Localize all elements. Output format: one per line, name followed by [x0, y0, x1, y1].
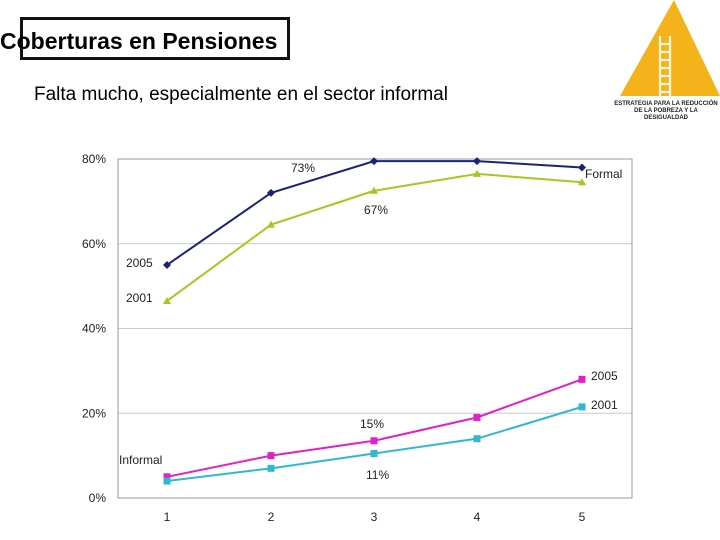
- label-formal-2005: 2005: [126, 256, 153, 270]
- label-informal-2001: 2001: [591, 398, 618, 412]
- data-point-informal-2001: [473, 435, 481, 443]
- page-title: Coberturas en Pensiones: [0, 28, 278, 54]
- logo-caption: ESTRATEGIA PARA LA REDUCCIÓN DE LA POBRE…: [614, 101, 718, 122]
- title-frame: [20, 17, 290, 60]
- x-tick-label: 1: [164, 510, 171, 524]
- data-point-informal-2005: [267, 452, 275, 460]
- data-point-formal-2005: [267, 188, 275, 197]
- label-informal-2005: 2005: [591, 369, 618, 383]
- y-tick-label: 0%: [89, 491, 107, 505]
- label-73-percent: 73%: [291, 161, 315, 175]
- data-point-formal-2005: [163, 260, 171, 269]
- x-tick-label: 5: [579, 510, 586, 524]
- data-point-informal-2001: [267, 464, 275, 472]
- data-point-formal-2005: [370, 157, 378, 166]
- data-point-informal-2001: [578, 403, 586, 411]
- label-informal: Informal: [119, 453, 162, 467]
- data-point-formal-2005: [578, 163, 586, 172]
- label-15-percent: 15%: [360, 417, 384, 431]
- data-point-informal-2001: [163, 477, 171, 485]
- label-formal: Formal: [585, 167, 622, 181]
- data-point-informal-2005: [578, 375, 586, 383]
- logo-caption-line2: DE LA POBREZA Y LA DESIGUALDAD: [634, 108, 698, 121]
- label-67-percent: 67%: [364, 203, 388, 217]
- y-tick-label: 40%: [82, 322, 106, 336]
- ladder-pyramid-icon: [620, 0, 720, 96]
- data-point-formal-2001: [163, 296, 171, 304]
- y-tick-label: 80%: [82, 152, 106, 166]
- data-point-formal-2005: [473, 157, 481, 166]
- data-point-formal-2001: [578, 178, 586, 186]
- y-tick-label: 60%: [82, 237, 106, 251]
- x-tick-label: 3: [371, 510, 378, 524]
- x-tick-label: 2: [268, 510, 275, 524]
- x-tick-label: 4: [474, 510, 481, 524]
- data-point-informal-2005: [473, 413, 481, 421]
- data-point-informal-2001: [370, 450, 378, 458]
- page-subtitle: Falta mucho, especialmente en el sector …: [34, 84, 448, 105]
- data-point-formal-2001: [267, 220, 275, 228]
- data-point-informal-2005: [370, 437, 378, 445]
- label-formal-2001: 2001: [126, 291, 153, 305]
- logo-caption-line1: ESTRATEGIA PARA LA REDUCCIÓN: [614, 101, 718, 107]
- data-point-formal-2001: [473, 169, 481, 177]
- y-tick-label: 20%: [82, 406, 106, 420]
- data-point-informal-2005: [163, 473, 171, 481]
- label-11-percent: 11%: [366, 468, 389, 482]
- data-point-formal-2001: [370, 186, 378, 194]
